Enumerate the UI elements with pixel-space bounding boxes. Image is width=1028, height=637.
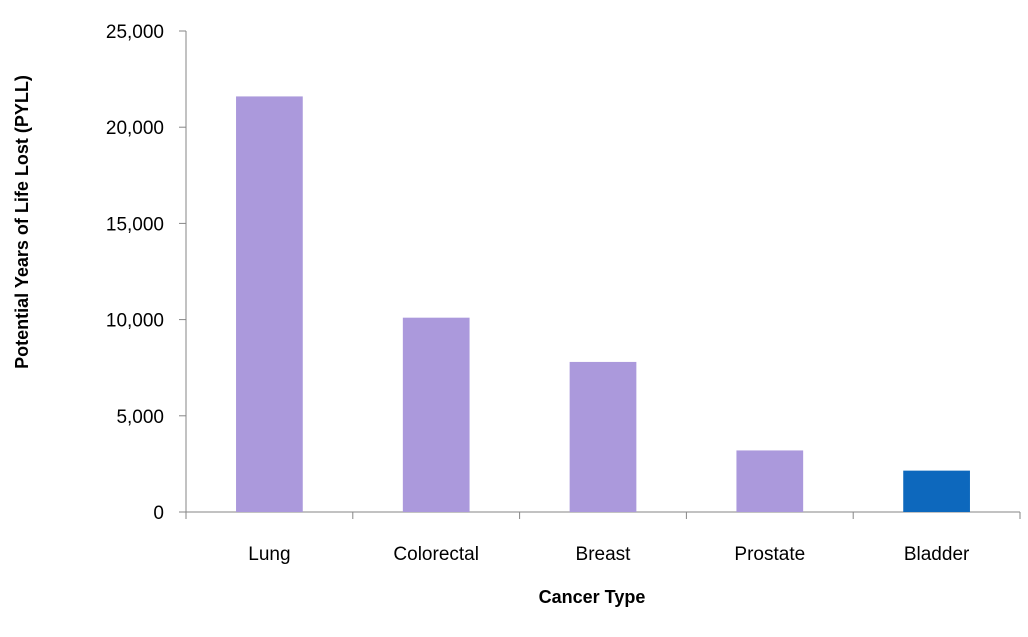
x-tick-label: Colorectal xyxy=(393,544,479,565)
x-axis: Lung Colorectal Breast Prostate Bladder xyxy=(185,511,1021,565)
y-axis-title: Potential Years of Life Lost (PYLL) xyxy=(12,75,32,369)
bars xyxy=(236,96,970,512)
y-tick-label: 5,000 xyxy=(116,407,164,428)
x-tick-label: Bladder xyxy=(904,544,970,565)
x-tick-label: Breast xyxy=(576,544,632,565)
y-tick-label: 10,000 xyxy=(106,311,164,332)
bar-breast xyxy=(569,361,637,512)
y-tick-label: 25,000 xyxy=(106,22,164,43)
bar-lung xyxy=(236,96,303,512)
y-axis: 0 5,000 10,000 15,000 20,000 25,000 xyxy=(106,22,187,524)
y-tick-label: 20,000 xyxy=(106,118,164,139)
bar-prostate xyxy=(736,450,804,512)
x-axis-title: Cancer Type xyxy=(539,587,646,607)
y-tick-label: 15,000 xyxy=(106,214,164,235)
bar-bladder xyxy=(903,470,970,512)
bar-colorectal xyxy=(402,317,470,512)
x-tick-label: Lung xyxy=(248,544,290,565)
x-tick-label: Prostate xyxy=(734,544,805,565)
y-tick-label: 0 xyxy=(153,503,164,524)
